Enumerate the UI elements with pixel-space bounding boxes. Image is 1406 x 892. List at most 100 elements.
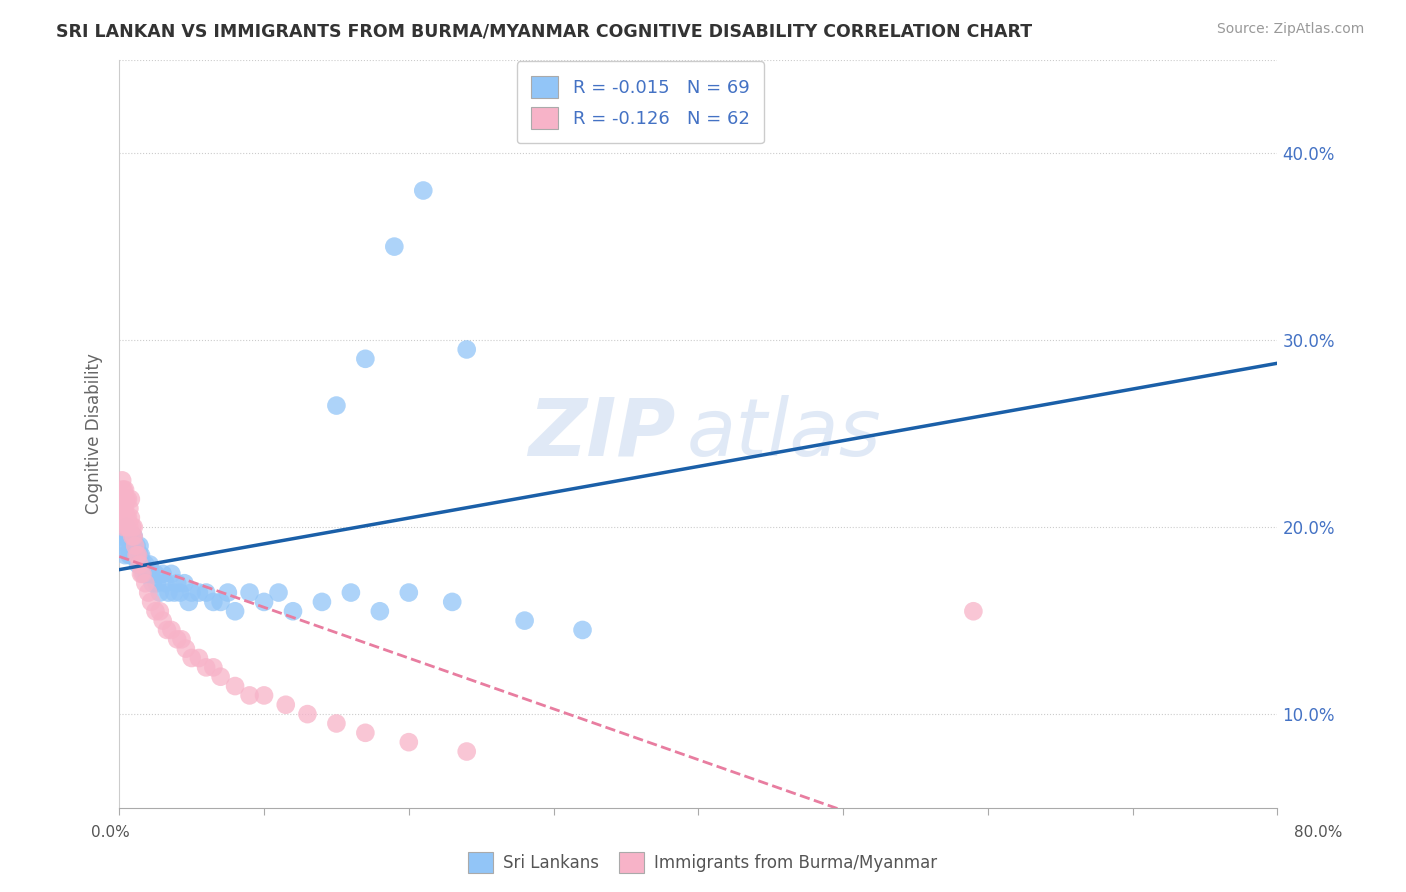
Point <box>274 698 297 712</box>
Point <box>187 651 209 665</box>
Point <box>115 491 138 506</box>
Point <box>456 343 478 357</box>
Point <box>340 585 363 599</box>
Point <box>441 595 464 609</box>
Point <box>111 483 134 497</box>
Point <box>118 529 141 543</box>
Point <box>187 585 209 599</box>
Point <box>166 632 188 647</box>
Point <box>124 539 146 553</box>
Point <box>139 566 162 581</box>
Point <box>127 548 149 562</box>
Point <box>111 501 134 516</box>
Point <box>114 491 136 506</box>
Point <box>128 539 150 553</box>
Point <box>202 595 225 609</box>
Point <box>120 491 142 506</box>
Point <box>136 585 159 599</box>
Point <box>267 585 290 599</box>
Y-axis label: Cognitive Disability: Cognitive Disability <box>86 353 103 514</box>
Point <box>125 548 148 562</box>
Point <box>195 585 218 599</box>
Point <box>117 539 139 553</box>
Point <box>157 585 180 599</box>
Point <box>127 558 149 572</box>
Legend: R = -0.015   N = 69, R = -0.126   N = 62: R = -0.015 N = 69, R = -0.126 N = 62 <box>517 62 763 143</box>
Point <box>297 707 319 722</box>
Point <box>456 745 478 759</box>
Point <box>111 474 134 488</box>
Point <box>145 604 167 618</box>
Point <box>114 501 136 516</box>
Point <box>110 501 132 516</box>
Point <box>111 529 134 543</box>
Point <box>160 566 183 581</box>
Point <box>134 576 156 591</box>
Point <box>202 660 225 674</box>
Point <box>217 585 239 599</box>
Point <box>195 660 218 674</box>
Point <box>121 529 143 543</box>
Point <box>139 595 162 609</box>
Point <box>142 576 165 591</box>
Point <box>224 604 246 618</box>
Point <box>122 548 145 562</box>
Point <box>180 585 202 599</box>
Point <box>117 529 139 543</box>
Point <box>115 510 138 524</box>
Point <box>125 548 148 562</box>
Point <box>382 239 405 253</box>
Point <box>238 585 260 599</box>
Legend: Sri Lankans, Immigrants from Burma/Myanmar: Sri Lankans, Immigrants from Burma/Myanm… <box>461 846 945 880</box>
Point <box>152 614 174 628</box>
Point <box>129 566 152 581</box>
Point <box>177 595 200 609</box>
Point <box>118 548 141 562</box>
Point <box>120 548 142 562</box>
Point <box>368 604 391 618</box>
Text: atlas: atlas <box>686 394 882 473</box>
Point <box>122 529 145 543</box>
Point <box>138 558 160 572</box>
Point <box>238 689 260 703</box>
Point <box>180 651 202 665</box>
Point <box>962 604 984 618</box>
Point <box>117 510 139 524</box>
Text: Source: ZipAtlas.com: Source: ZipAtlas.com <box>1216 22 1364 37</box>
Point <box>122 529 145 543</box>
Point <box>156 623 179 637</box>
Point <box>163 585 186 599</box>
Point <box>112 483 135 497</box>
Point <box>115 520 138 534</box>
Point <box>146 576 169 591</box>
Point <box>174 641 197 656</box>
Point <box>112 520 135 534</box>
Point <box>112 539 135 553</box>
Point <box>149 604 172 618</box>
Point <box>398 735 420 749</box>
Point <box>114 548 136 562</box>
Point <box>152 566 174 581</box>
Text: SRI LANKAN VS IMMIGRANTS FROM BURMA/MYANMAR COGNITIVE DISABILITY CORRELATION CHA: SRI LANKAN VS IMMIGRANTS FROM BURMA/MYAN… <box>56 22 1032 40</box>
Point <box>224 679 246 693</box>
Point <box>122 520 145 534</box>
Point <box>129 558 152 572</box>
Point <box>209 670 232 684</box>
Point <box>124 539 146 553</box>
Point <box>121 520 143 534</box>
Point <box>131 558 153 572</box>
Point <box>571 623 593 637</box>
Point <box>112 491 135 506</box>
Point <box>135 566 157 581</box>
Point <box>325 399 347 413</box>
Point <box>110 491 132 506</box>
Point <box>112 501 135 516</box>
Point <box>325 716 347 731</box>
Point <box>134 558 156 572</box>
Point <box>128 548 150 562</box>
Text: ZIP: ZIP <box>527 394 675 473</box>
Point <box>110 510 132 524</box>
Point <box>132 566 155 581</box>
Point <box>129 548 152 562</box>
Point <box>114 510 136 524</box>
